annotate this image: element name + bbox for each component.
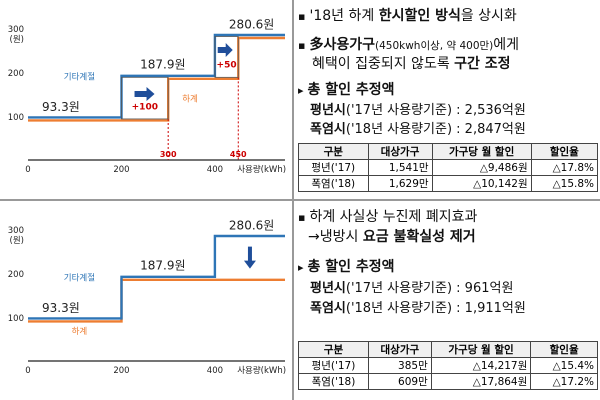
value-label: 280.6원 bbox=[229, 18, 274, 32]
table-row: 평년('17) 1,541만 △9,486원 △17.8% bbox=[298, 159, 599, 176]
table-header-row: 구분 대상가구 가구당 월 할인 할인율 bbox=[298, 341, 598, 358]
p2-normal-year: 평년시('17년 사용량기준) : 961억원 bbox=[310, 281, 514, 296]
table-cell: 609만 bbox=[367, 373, 432, 390]
series-label-other-season: 기타계절 bbox=[64, 71, 95, 82]
plus-50-label: +50 bbox=[217, 61, 237, 71]
table-cell: 평년('17) bbox=[298, 159, 369, 176]
plus-100-label: +100 bbox=[132, 102, 158, 112]
p2-total-heading: ▸ 총 할인 추정액 bbox=[298, 259, 395, 275]
table-header-cell: 할인율 bbox=[530, 143, 599, 160]
series-line-summer bbox=[28, 36, 285, 122]
square-bullet-icon: ▪ bbox=[298, 10, 306, 23]
x-tick-label: 200 bbox=[113, 366, 129, 376]
p2-bullet-1-cont: →냉방시 요금 불확실성 제거 bbox=[308, 229, 476, 245]
square-bullet-icon: ▪ bbox=[298, 211, 306, 224]
series-line-other-season bbox=[28, 33, 285, 119]
table-cell: 폭염('18) bbox=[298, 373, 369, 390]
arrow-down-icon bbox=[243, 246, 256, 269]
panel1-text: ▪ '18년 하계 한시할인 방식을 상시화 ▪ 多사용가구(450kwh이상, 약… bbox=[298, 0, 599, 199]
table-cell: △17.8% bbox=[530, 159, 599, 176]
table-cell: △9,486원 bbox=[431, 159, 532, 176]
series-label-summer: 하계 bbox=[72, 326, 88, 337]
table-header-cell: 대상가구 bbox=[367, 143, 433, 160]
table-cell: △17.2% bbox=[530, 373, 598, 390]
shift-box-1 bbox=[121, 76, 169, 120]
series-label-other-season: 기타계절 bbox=[64, 272, 95, 283]
table-cell: △15.8% bbox=[530, 175, 599, 192]
table-header-cell: 대상가구 bbox=[367, 341, 432, 358]
table-header-cell: 가구당 월 할인 bbox=[430, 341, 532, 358]
x-tick-label: 0 bbox=[25, 165, 30, 175]
panel-summer-discount-1: 100 200 300 (원) 0 200 400 사용량(kWh) 93.3원 187.9원 28… bbox=[0, 0, 600, 199]
x-tick-label: 400 bbox=[207, 366, 223, 376]
panel2-text: ▪ 하계 사실상 누진제 폐지효과 →냉방시 요금 불확실성 제거 ▸ 총 할인 추… bbox=[298, 201, 598, 400]
value-label: 280.6원 bbox=[229, 219, 274, 233]
value-label: 93.3원 bbox=[42, 301, 80, 315]
y-tick-label: 100 bbox=[8, 113, 24, 123]
p1-bullet-2: ▪ 多사용가구(450kwh이상, 약 400만)에게 bbox=[298, 37, 520, 53]
p1-total-heading: ▸ 총 할인 추정액 bbox=[298, 82, 395, 98]
arrow-right-icon bbox=[217, 43, 233, 57]
table-row: 평년('17) 385만 △14,217원 △15.4% bbox=[298, 357, 598, 374]
value-label: 187.9원 bbox=[140, 57, 185, 71]
horizontal-divider bbox=[0, 199, 600, 201]
arrow-right-icon bbox=[134, 87, 155, 101]
table-header-cell: 할인율 bbox=[530, 341, 598, 358]
triangle-bullet-icon: ▸ bbox=[298, 261, 304, 274]
table-cell: 폭염('18) bbox=[298, 175, 369, 192]
y-tick-label: 200 bbox=[8, 270, 24, 280]
vertical-divider bbox=[292, 0, 294, 400]
y-tick-label: 300 bbox=[8, 25, 24, 35]
table-header-cell: 구분 bbox=[298, 341, 369, 358]
table-cell: △10,142원 bbox=[431, 175, 532, 192]
x-tick-label: 0 bbox=[25, 366, 30, 376]
p1-summary-table: 구분 대상가구 가구당 월 할인 할인율 평년('17) 1,541만 △9,486원 △17… bbox=[298, 143, 599, 192]
table-cell: 1,629만 bbox=[367, 175, 433, 192]
table-cell: 1,541만 bbox=[367, 159, 433, 176]
p1-heatwave-year: 폭염시('18년 사용량기준) : 2,847억원 bbox=[310, 122, 526, 137]
p2-summary-table: 구분 대상가구 가구당 월 할인 할인율 평년('17) 385만 △14,217원 △15.… bbox=[298, 341, 598, 390]
series-label-summer: 하계 bbox=[182, 93, 198, 104]
triangle-bullet-icon: ▸ bbox=[298, 84, 304, 97]
y-axis-unit: (원) bbox=[10, 35, 24, 45]
x-tick-label: 400 bbox=[207, 165, 223, 175]
p1-bullet-1: ▪ '18년 하계 한시할인 방식을 상시화 bbox=[298, 8, 517, 24]
p2-heatwave-year: 폭염시('18년 사용량기준) : 1,911억원 bbox=[310, 301, 526, 316]
table-header-row: 구분 대상가구 가구당 월 할인 할인율 bbox=[298, 143, 599, 160]
table-cell: 385만 bbox=[367, 357, 432, 374]
x-axis-label: 사용량(kWh) bbox=[237, 365, 286, 376]
table-cell: 평년('17) bbox=[298, 357, 369, 374]
p2-bullet-1: ▪ 하계 사실상 누진제 폐지효과 bbox=[298, 209, 478, 225]
y-tick-label: 200 bbox=[8, 69, 24, 79]
series-line-other-season bbox=[28, 234, 285, 320]
table-row: 폭염('18) 1,629만 △10,142원 △15.8% bbox=[298, 175, 599, 192]
y-axis-unit: (원) bbox=[10, 236, 24, 246]
y-tick-label: 300 bbox=[8, 226, 24, 236]
p1-normal-year: 평년시('17년 사용량기준) : 2,536억원 bbox=[310, 103, 526, 118]
table-row: 폭염('18) 609만 △17,864원 △17.2% bbox=[298, 373, 598, 390]
step-chart-2: 100 200 300(원) 0 200 400 사용량(kWh) 93.3원 187.9원 28… bbox=[8, 219, 286, 376]
x-marker-300: 300 bbox=[160, 150, 177, 159]
p1-bullet-2-cont: 혜택이 집중되지 않도록 구간 조정 bbox=[312, 56, 511, 72]
table-cell: △17,864원 bbox=[430, 373, 532, 390]
table-header-cell: 구분 bbox=[298, 143, 369, 160]
shift-box-2 bbox=[214, 36, 239, 78]
y-tick-label: 100 bbox=[8, 314, 24, 324]
x-tick-label: 200 bbox=[113, 165, 129, 175]
table-header-cell: 가구당 월 할인 bbox=[431, 143, 532, 160]
square-bullet-icon: ▪ bbox=[298, 39, 306, 52]
value-label: 93.3원 bbox=[42, 100, 80, 114]
x-axis-label: 사용량(kWh) bbox=[237, 164, 286, 175]
x-marker-450: 450 bbox=[230, 150, 247, 159]
panel-summer-discount-2: 100 200 300 (원) 0 200 400 사용량(kWh) 93.3원 187.9원 28… bbox=[0, 201, 600, 400]
table-cell: △14,217원 bbox=[430, 357, 532, 374]
value-label: 187.9원 bbox=[140, 258, 185, 272]
table-cell: △15.4% bbox=[530, 357, 598, 374]
